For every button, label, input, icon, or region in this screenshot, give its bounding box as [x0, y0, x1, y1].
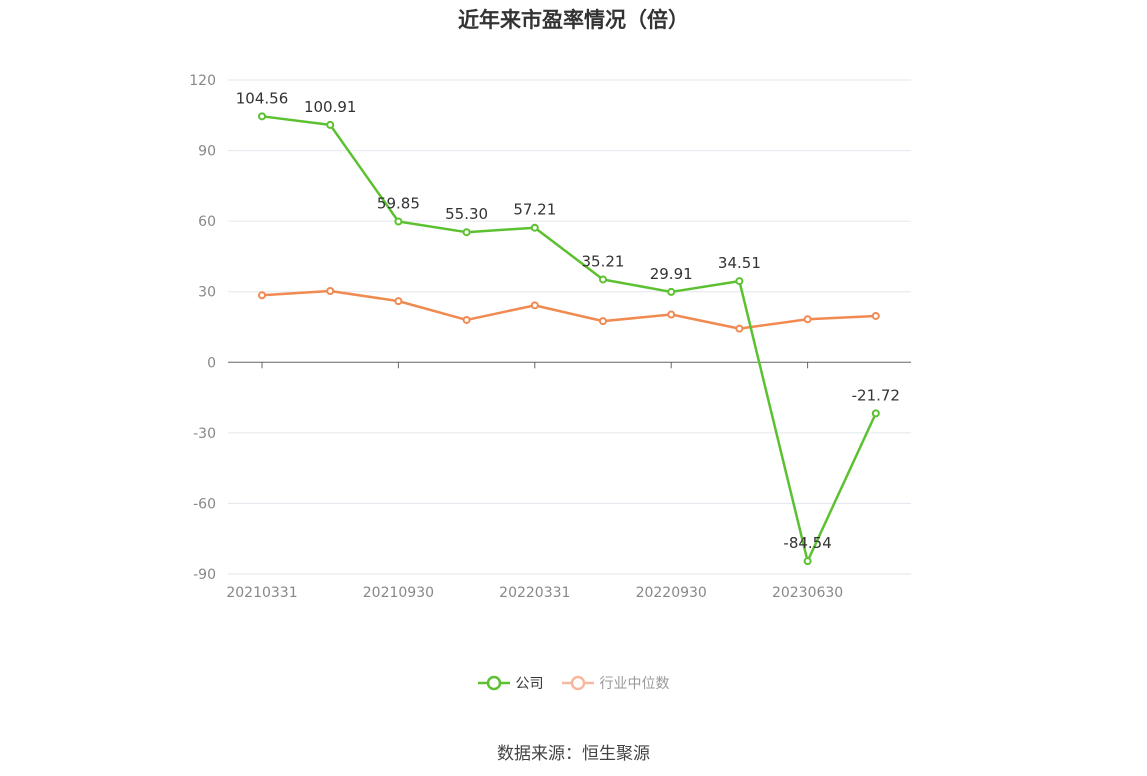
data-point-company [462, 228, 471, 237]
data-point-company [803, 557, 812, 566]
legend: 公司 行业中位数 [0, 673, 1147, 693]
y-tick-label: 60 [198, 214, 216, 230]
series-line-industry-median [261, 289, 876, 330]
data-label: 104.56 [236, 89, 289, 107]
legend-item-company[interactable]: 公司 [477, 673, 544, 693]
y-tick-label: -60 [193, 496, 216, 512]
data-point-company [258, 112, 266, 121]
data-label: 29.91 [650, 265, 693, 283]
data-point-industry-median [735, 324, 744, 333]
data-point-industry-median [326, 287, 335, 296]
data-point-company [599, 275, 607, 284]
x-tick-label: 20220930 [636, 585, 707, 601]
data-label: -21.72 [852, 386, 900, 404]
y-tick-label: 90 [198, 144, 216, 160]
x-tick-label: 20210331 [226, 585, 297, 601]
x-tick-label: 20210930 [363, 585, 434, 601]
data-label: 35.21 [582, 252, 625, 270]
legend-label-company: 公司 [515, 676, 544, 692]
y-tick-label: -90 [193, 567, 216, 583]
data-point-industry-median [871, 311, 880, 320]
data-label: 34.51 [718, 254, 761, 272]
data-label: 55.30 [445, 205, 488, 223]
y-tick-label: 120 [189, 73, 216, 89]
data-point-industry-median [394, 297, 403, 306]
legend-marker-company [477, 675, 510, 691]
x-tick-label: 20230630 [772, 585, 843, 601]
legend-marker-industry-median [561, 675, 594, 691]
legend-label-industry-median: 行业中位数 [599, 676, 670, 692]
chart-title: 近年来市盈率情况（倍） [458, 8, 689, 32]
data-label: 100.91 [304, 98, 357, 116]
line-chart: 120 90 60 30 0 -30 -60 -90 20210331 20210930 20220… [189, 73, 911, 601]
data-point-company [530, 223, 539, 232]
y-tick-label: -30 [193, 426, 216, 442]
data-source-note: 数据来源：恒生聚源 [497, 744, 650, 764]
data-label: 57.21 [513, 201, 556, 219]
data-point-industry-median [462, 315, 471, 324]
data-label: 59.85 [377, 194, 420, 212]
y-tick-label: 0 [207, 355, 216, 371]
data-point-industry-median [667, 310, 676, 319]
data-point-company [326, 120, 335, 129]
data-point-company [871, 409, 880, 418]
data-point-industry-median [530, 301, 539, 310]
data-point-company [735, 277, 744, 286]
data-point-industry-median [599, 317, 607, 326]
series-line-company [261, 115, 877, 563]
data-point-industry-median [803, 315, 812, 324]
data-point-company [667, 287, 676, 296]
legend-item-industry-median[interactable]: 行业中位数 [561, 673, 670, 693]
data-point-industry-median [258, 291, 266, 300]
data-point-company [394, 217, 403, 226]
data-label: -84.54 [783, 534, 831, 552]
y-tick-label: 30 [198, 285, 216, 301]
x-tick-label: 20220331 [499, 585, 570, 601]
